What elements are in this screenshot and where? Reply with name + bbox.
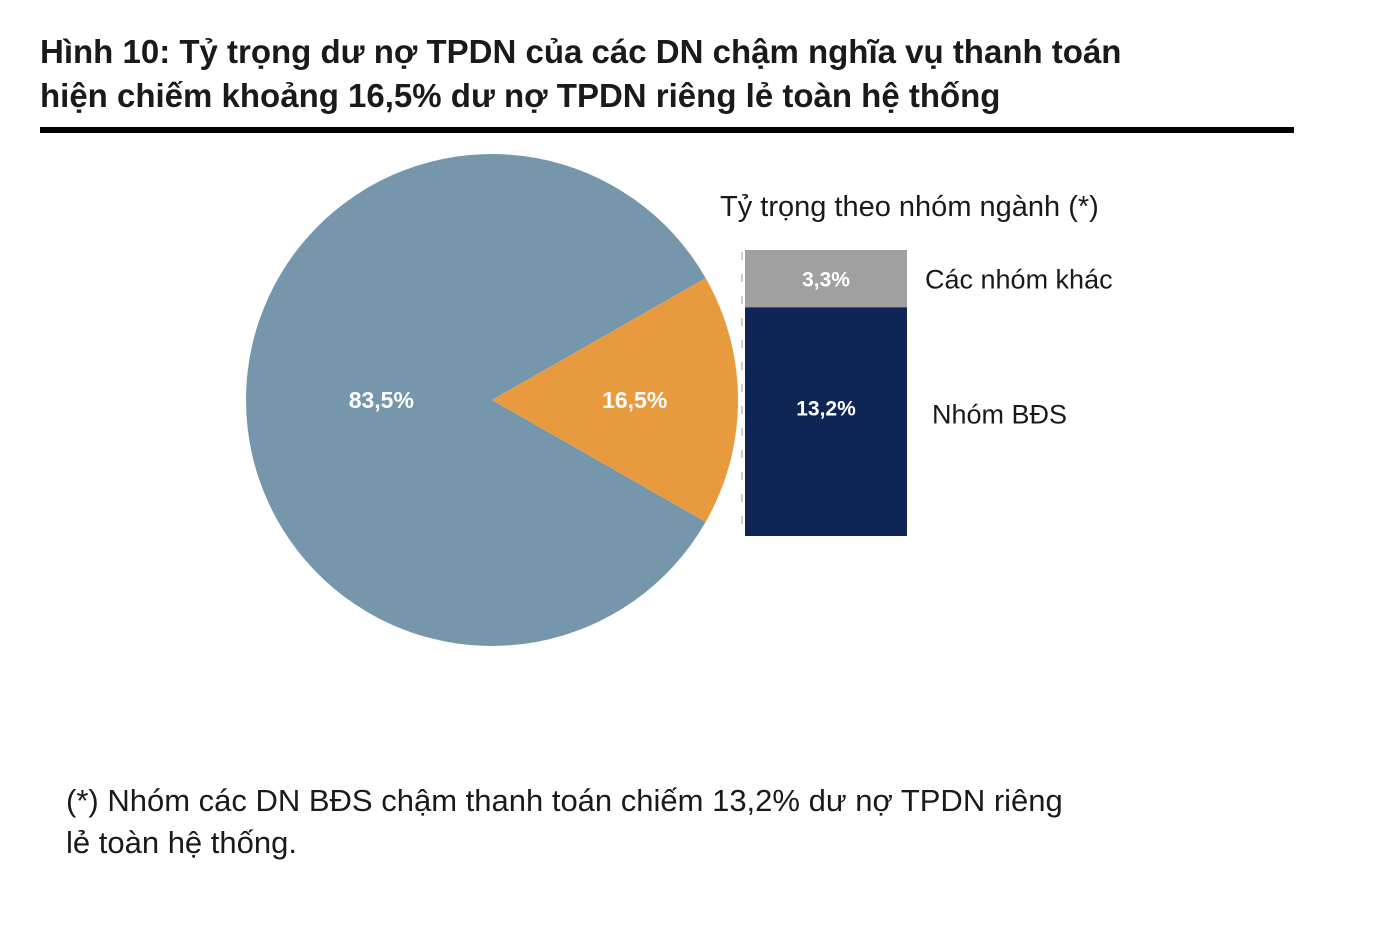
footnote-line-2: lẻ toàn hệ thống.: [66, 825, 297, 860]
footnote-line-1: (*) Nhóm các DN BĐS chậm thanh toán chiế…: [66, 783, 1063, 818]
stacked-bar-chart: 13,2% Nhóm BĐS 3,3% Các nhóm khác: [745, 250, 1113, 536]
title-divider: [40, 127, 1294, 133]
bar-segment-2: [745, 250, 907, 308]
bar-segment-label-2: 3,3%: [802, 269, 850, 292]
pie-slice-1: [245, 153, 706, 647]
footnote: (*) Nhóm các DN BĐS chậm thanh toán chiế…: [66, 780, 1316, 864]
figure-title-line-2: hiện chiếm khoảng 16,5% dư nợ TPDN riêng…: [40, 77, 1001, 114]
figure-title-line-1: Hình 10: Tỷ trọng dư nợ TPDN của các DN …: [40, 33, 1122, 70]
bar-series-name-2: Các nhóm khác: [925, 265, 1113, 295]
bar-series-name-1: Nhóm BĐS: [932, 400, 1067, 430]
bar-chart-title: Tỷ trọng theo nhóm ngành (*): [720, 191, 1099, 223]
figure-title: Hình 10: Tỷ trọng dư nợ TPDN của các DN …: [40, 30, 1300, 118]
pie-slice-label-1: 83,5%: [349, 387, 414, 413]
pie-chart: 83,5% 16,5%: [245, 153, 738, 647]
pie-slice-label-2: 16,5%: [602, 387, 667, 413]
bar-segment-1: [745, 307, 907, 536]
pie-slice-2: [492, 278, 738, 522]
bar-segment-label-1: 13,2%: [796, 398, 856, 421]
